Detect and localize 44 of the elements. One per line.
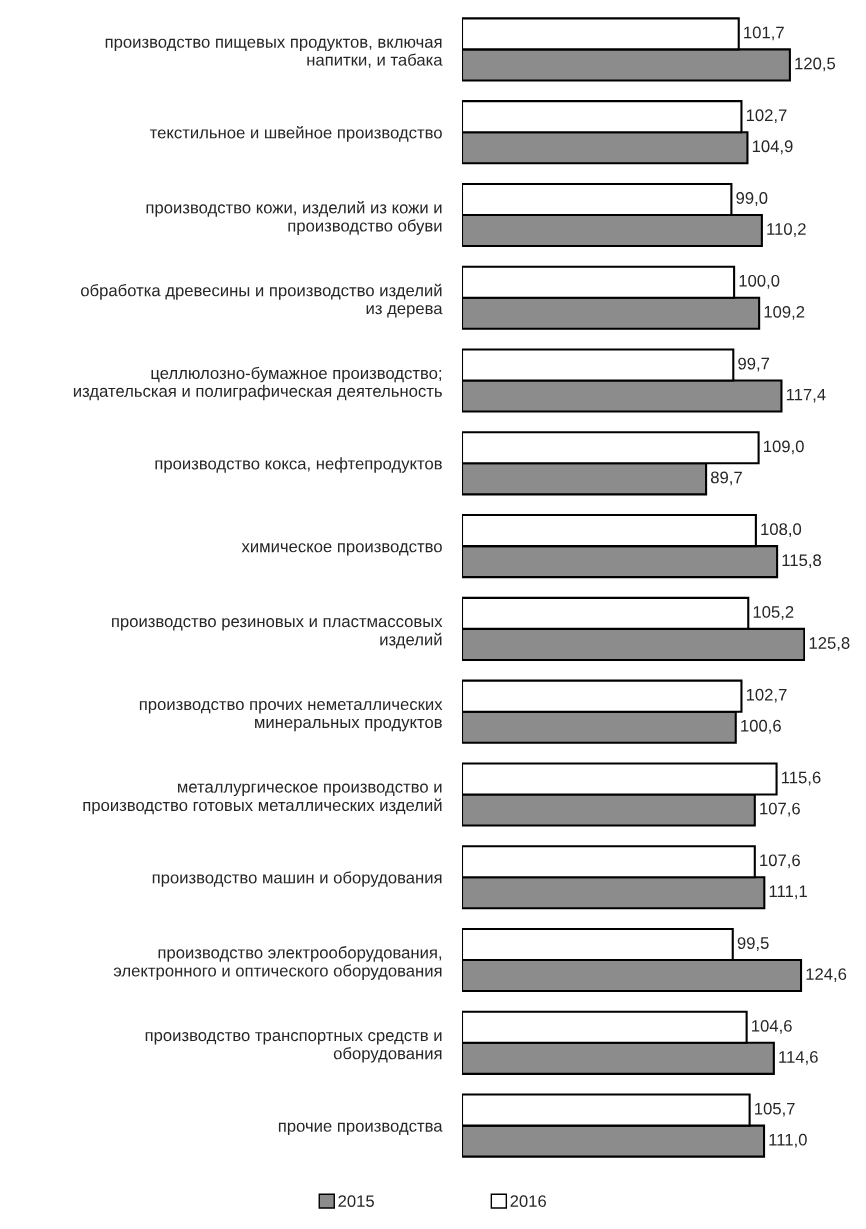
data-label: 120,5 [795,57,836,72]
data-label: 115,6 [782,771,821,786]
data-label: 99,7 [738,357,770,372]
data-label: 111,1 [769,885,807,900]
y-tick-label: обработка древесины и производство изделий из дерева [81,283,443,318]
data-label: 109,0 [764,440,804,455]
data-label: 89,7 [710,471,742,486]
y-tick-label: производство кожи, изделий из кожи и производство обуви [146,200,442,235]
y-tick-label: химическое производство [241,543,442,556]
data-label: 105,2 [753,606,794,620]
data-label: 109,2 [764,305,805,320]
data-label: 100,6 [741,719,781,734]
data-label: 101,7 [744,26,784,41]
data-label: 125,8 [809,637,850,651]
y-tick-label: производство резиновых и пластмассовых изделий [112,618,443,649]
data-label: 99,0 [736,192,768,206]
legend-label: 2016 [510,1195,547,1208]
data-label: 110,2 [767,223,806,237]
y-tick-label: текстильное и швейное производство [149,125,442,142]
data-label: 105,7 [755,1102,795,1117]
data-label: 104,6 [752,1019,792,1034]
y-tick-label: производство машин и оборудования [152,871,442,887]
data-label: 100,0 [739,274,780,289]
data-label: 99,5 [737,937,769,951]
data-label: 111,0 [769,1133,807,1148]
data-label: 115,8 [782,554,822,569]
data-label: 104,9 [752,140,793,155]
data-label: 102,7 [746,688,787,703]
data-label: 102,7 [746,109,787,124]
y-tick-label: производство транспортных средств и оборудования [145,1032,442,1063]
y-tick-label: металлургическое производство и производство готовых металлических изделий [83,783,442,815]
data-label: 107,6 [760,802,800,817]
legend-label: 2015 [338,1195,374,1208]
data-label: 107,6 [760,854,800,869]
data-label: 124,6 [806,968,847,982]
data-label: 114,6 [779,1051,818,1065]
y-tick-label: прочие производства [278,1122,443,1136]
y-tick-label: производство пищевых продуктов, включая напитки, и табака [105,38,443,68]
data-label: 117,4 [786,388,826,403]
data-label: 108,0 [761,523,802,538]
y-tick-label: целлюлозно-бумажное производство; издательская и полиграфическая деятельность [73,366,442,401]
y-tick-label: производство электрооборудования, электронного и оптического оборудования [113,946,442,980]
y-tick-label: производство прочих неметаллических минеральных продуктов [139,700,443,732]
y-tick-label: производство кокса, нефтепродуктов [155,457,442,473]
